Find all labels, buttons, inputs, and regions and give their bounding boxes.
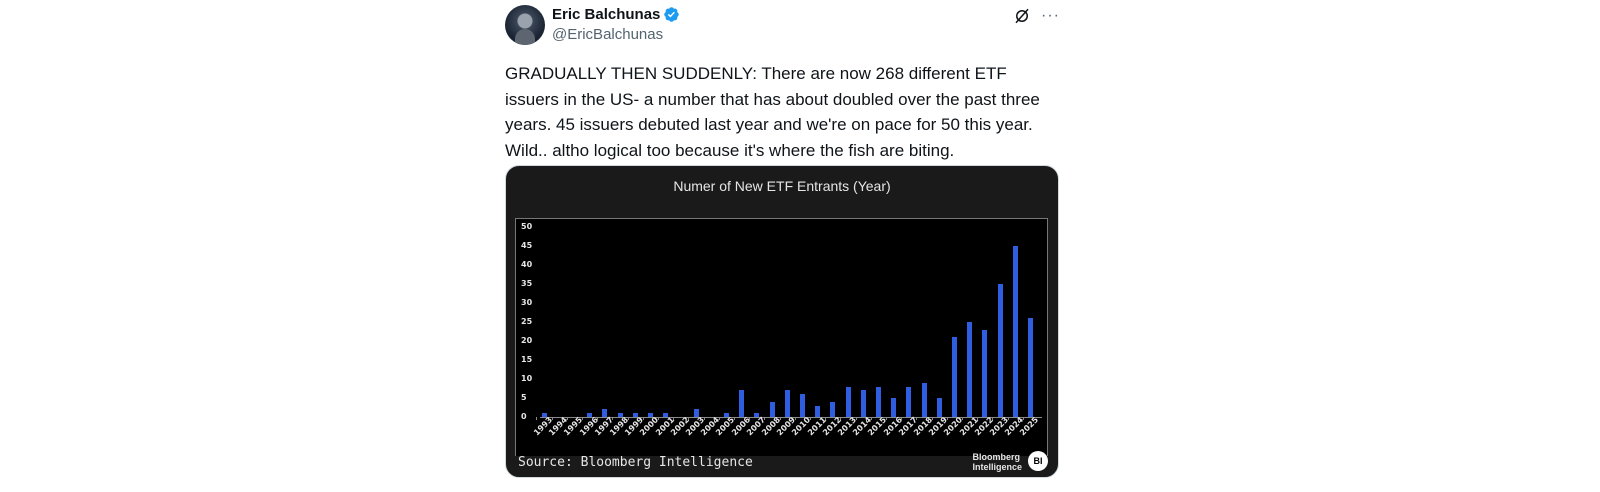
x-tick <box>642 417 644 420</box>
y-tick-label: 45 <box>521 241 533 250</box>
x-axis <box>540 417 1042 418</box>
bloomberg-intelligence-logo: Bloomberg Intelligence <box>972 452 1022 472</box>
bar-2020 <box>951 337 957 417</box>
bi-badge-icon: BI <box>1028 451 1048 471</box>
x-tick <box>718 417 720 420</box>
bar-2010 <box>799 394 805 417</box>
chart-title: Numer of New ETF Entrants (Year) <box>673 178 891 194</box>
x-tick <box>1022 417 1024 420</box>
bar-2021 <box>967 322 973 417</box>
bar-2017 <box>906 386 912 417</box>
bar-2009 <box>784 390 790 417</box>
bar-2001 <box>663 413 669 417</box>
x-tick <box>992 417 994 420</box>
x-tick <box>825 417 827 420</box>
bar-2012 <box>830 401 836 417</box>
y-tick-label: 5 <box>521 393 527 402</box>
bar-2019 <box>936 398 942 417</box>
x-tick <box>931 417 933 420</box>
y-tick-label: 10 <box>521 374 533 383</box>
more-icon[interactable]: ··· <box>1041 7 1060 24</box>
bar-2018 <box>921 382 927 417</box>
bar-2016 <box>891 398 897 417</box>
y-tick-label: 30 <box>521 298 533 307</box>
x-tick <box>551 417 553 420</box>
x-tick <box>688 417 690 420</box>
bar-2011 <box>815 405 821 417</box>
bar-2023 <box>997 284 1003 417</box>
bar-1993 <box>541 413 547 417</box>
bar-2006 <box>739 390 745 417</box>
tweet-text: GRADUALLY THEN SUDDENLY: There are now 2… <box>505 64 1040 160</box>
author-handle[interactable]: @EricBalchunas <box>552 26 664 43</box>
x-tick <box>946 417 948 420</box>
tweet: Eric Balchunas @EricBalchunas ··· GRADUA… <box>505 5 1060 478</box>
x-tick <box>855 417 857 420</box>
x-tick <box>536 417 538 420</box>
x-tick <box>597 417 599 420</box>
x-tick <box>612 417 614 420</box>
x-tick <box>916 417 918 420</box>
x-tick <box>1007 417 1009 420</box>
tweet-actions: ··· <box>1013 7 1060 25</box>
x-tick <box>962 417 963 420</box>
x-tick <box>749 417 751 420</box>
x-tick <box>886 417 887 420</box>
y-tick-label: 0 <box>521 412 527 421</box>
bar-1997 <box>602 409 608 417</box>
x-tick <box>901 417 903 420</box>
x-tick <box>734 417 735 420</box>
x-tick <box>870 417 872 420</box>
chart-plot-area: 0 5 10 15 20 25 30 35 40 45 50 1993 1994 1995 1996 1997… <box>515 218 1048 456</box>
x-tick <box>658 417 659 420</box>
author-name-row: Eric Balchunas <box>552 6 680 23</box>
bar-2015 <box>875 386 881 417</box>
x-tick <box>794 417 796 420</box>
tweet-header: Eric Balchunas @EricBalchunas ··· <box>505 5 1060 47</box>
y-tick-label: 35 <box>521 279 533 288</box>
author-name[interactable]: Eric Balchunas <box>552 6 661 23</box>
y-tick-label: 15 <box>521 355 533 364</box>
x-tick <box>977 417 979 420</box>
tweet-media-chart[interactable]: Numer of New ETF Entrants (Year) 0 5 10 15 2… <box>505 165 1059 478</box>
verified-badge-icon <box>664 7 680 22</box>
chart-source: Source: Bloomberg Intelligence <box>518 455 753 470</box>
y-tick-label: 50 <box>521 222 533 231</box>
logo-line1: Bloomberg <box>972 452 1020 462</box>
bar-2014 <box>860 390 866 417</box>
bar-2003 <box>693 409 699 417</box>
bar-2008 <box>769 401 775 417</box>
x-tick <box>673 417 675 420</box>
x-tick <box>810 417 811 420</box>
x-tick <box>703 417 705 420</box>
y-tick-label: 25 <box>521 317 533 326</box>
bar-2013 <box>845 386 851 417</box>
bar-1998 <box>617 413 623 417</box>
bar-2022 <box>982 329 988 417</box>
x-tick <box>779 417 781 420</box>
bar-2000 <box>647 413 653 417</box>
x-tick <box>840 417 842 420</box>
bar-1996 <box>587 413 593 417</box>
bar-2007 <box>754 413 760 417</box>
x-tick <box>627 417 629 420</box>
y-tick-label: 20 <box>521 336 533 345</box>
logo-line2: Intelligence <box>972 462 1022 472</box>
x-tick <box>566 417 568 420</box>
y-tick-label: 40 <box>521 260 533 269</box>
avatar[interactable] <box>505 5 545 45</box>
bar-2024 <box>1012 246 1018 417</box>
x-tick <box>764 417 766 420</box>
bar-1999 <box>632 413 638 417</box>
bar-2005 <box>723 413 729 417</box>
x-tick <box>582 417 583 420</box>
bar-2025 <box>1027 318 1033 417</box>
grok-icon[interactable] <box>1013 7 1031 25</box>
